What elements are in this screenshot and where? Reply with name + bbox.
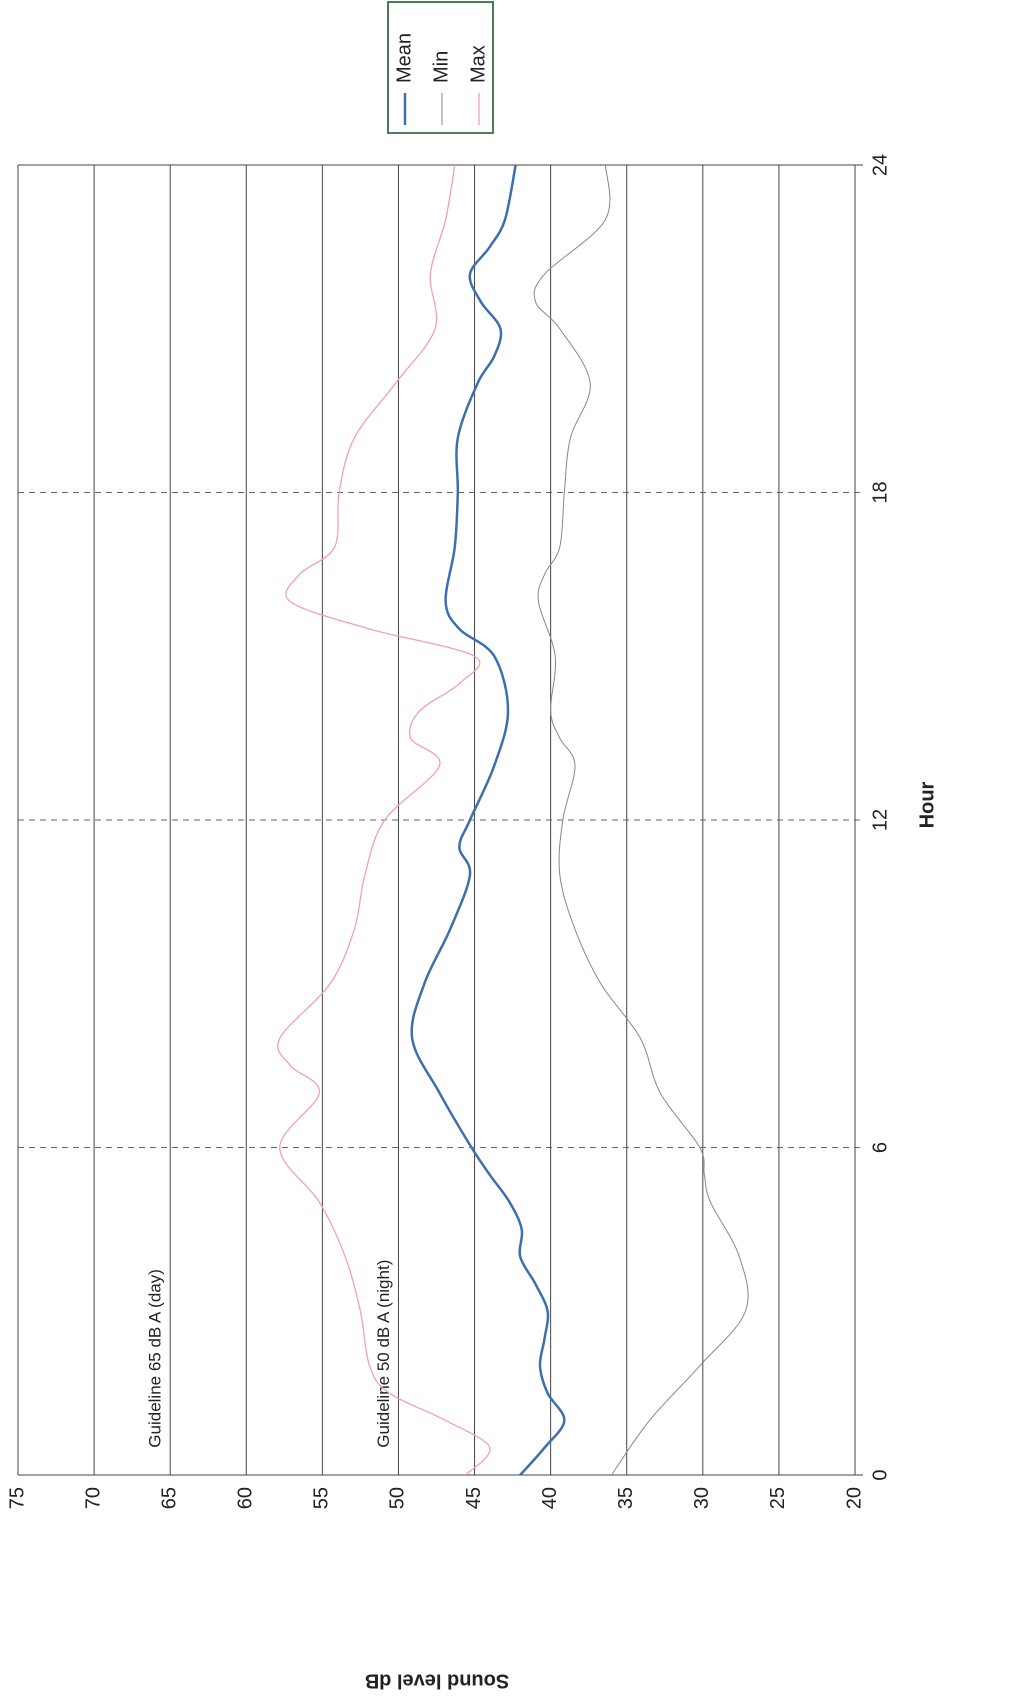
annotation: Guideline 50 dB A (night) (374, 1260, 393, 1448)
y-tick-label: 25 (767, 1487, 789, 1509)
y-tick-label: 40 (539, 1487, 561, 1509)
legend-box (387, 1, 494, 134)
y-tick-label: 35 (615, 1487, 637, 1509)
legend-label: Mean (393, 33, 415, 83)
y-tick-label: 45 (463, 1487, 485, 1509)
rotated-chart: Hour Sound level dB 20253035404550556065… (6, 1, 938, 1692)
line-series (277, 164, 491, 1476)
y-tick-label: 50 (387, 1487, 409, 1509)
y-axis-label: Sound level dB (365, 1670, 509, 1692)
y-tick-label: 75 (6, 1487, 28, 1509)
x-tick-label: 18 (869, 481, 891, 503)
y-tick-label: 60 (235, 1487, 257, 1509)
annotation: Guideline 65 dB A (day) (146, 1269, 165, 1448)
y-tick-label: 55 (311, 1487, 333, 1509)
legend-label: Min (430, 51, 452, 83)
x-tick-label: 24 (869, 154, 891, 176)
y-tick-label: 70 (82, 1487, 104, 1509)
x-tick-label: 12 (869, 809, 891, 831)
x-tick-label: 6 (869, 1142, 891, 1153)
line-series (533, 164, 749, 1476)
x-tick-label: 0 (869, 1469, 891, 1480)
line-series (410, 164, 566, 1476)
y-tick-label: 20 (843, 1487, 865, 1509)
y-tick-label: 65 (158, 1487, 180, 1509)
legend-label: Max (467, 45, 489, 83)
x-axis-label: Hour (916, 781, 938, 828)
y-tick-label: 30 (691, 1487, 713, 1509)
